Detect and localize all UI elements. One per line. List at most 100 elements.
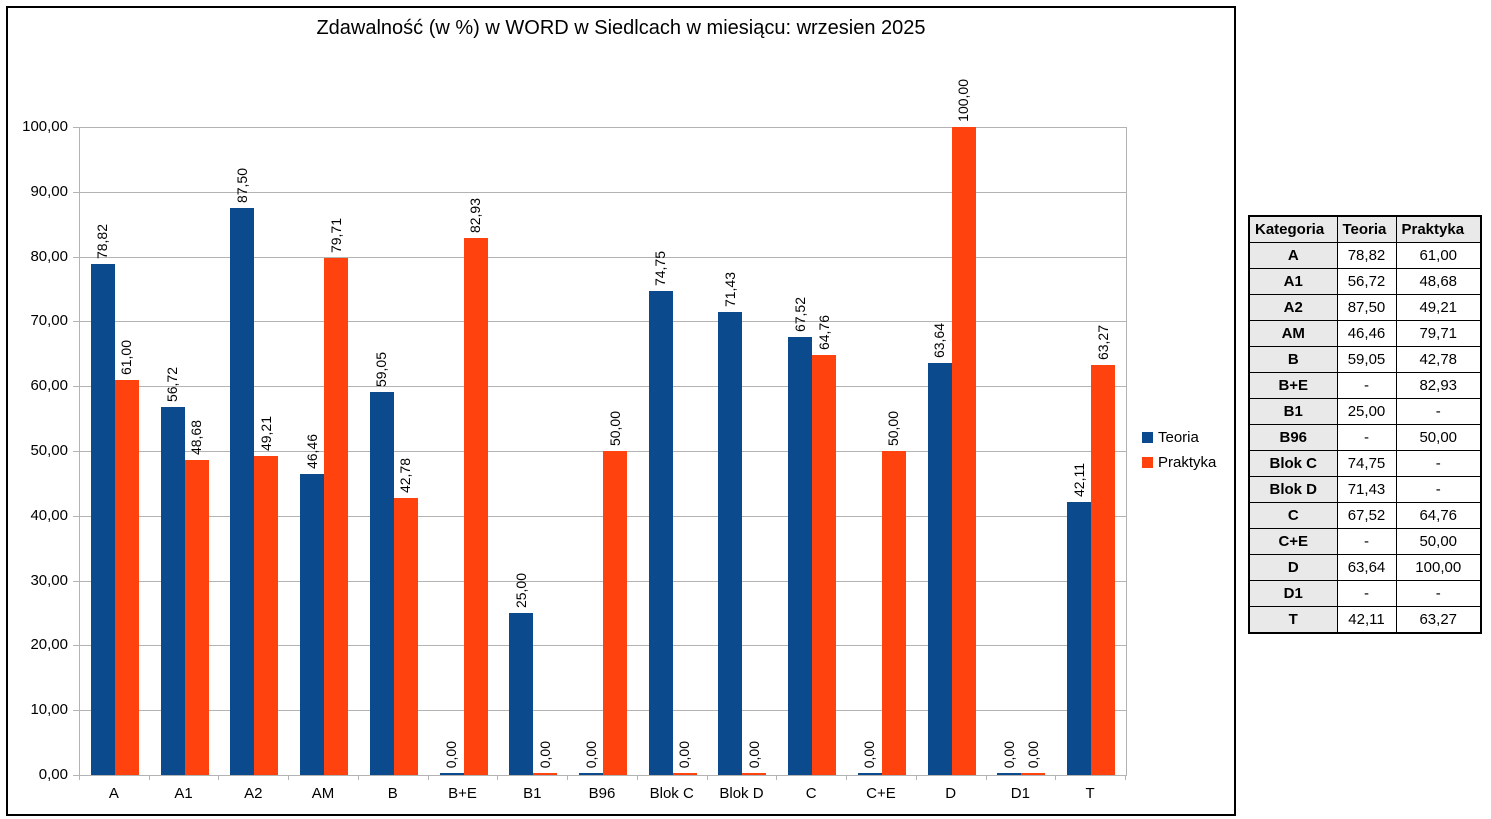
- legend-item-teoria: Teoria: [1142, 425, 1216, 450]
- table-value-cell: 79,71: [1395, 320, 1482, 347]
- table-value-cell: 61,00: [1395, 242, 1482, 269]
- table-category-cell: A1: [1248, 268, 1338, 295]
- table-value-cell: 25,00: [1336, 398, 1397, 425]
- table-value-cell: 48,68: [1395, 268, 1482, 295]
- bar-value-label: 79,71: [327, 218, 344, 254]
- bar-value-label: 48,68: [188, 419, 205, 455]
- table-category-cell: B1: [1248, 398, 1338, 425]
- x-axis-label: D: [945, 785, 957, 802]
- table-value-cell: 46,46: [1336, 320, 1397, 347]
- chart-frame: Zdawalność (w %) w WORD w Siedlcach w mi…: [6, 6, 1236, 816]
- table-row: B1 25,00-: [1248, 398, 1482, 425]
- x-axis-tick: [427, 775, 429, 780]
- legend-item-praktyka: Praktyka: [1142, 450, 1216, 475]
- legend-swatch-icon: [1142, 432, 1153, 443]
- x-axis-tick: [846, 775, 848, 780]
- bar-value-label: 74,75: [652, 250, 669, 286]
- data-table: Kategoria Teoria Praktyka A 78,82 61,00 A1 56,7…: [1248, 215, 1482, 634]
- y-axis-label: 40,00: [30, 506, 68, 524]
- bar-value-label: 0,00: [582, 740, 599, 768]
- legend-label: Teoria: [1158, 429, 1199, 446]
- table-header-cell: Kategoria: [1248, 215, 1338, 243]
- legend: Teoria Praktyka: [1142, 425, 1216, 475]
- bar-teoria-B1: [509, 613, 534, 775]
- bar-teoria-AM: [300, 473, 325, 775]
- table-row: Blok C 74,75-: [1248, 450, 1482, 477]
- y-axis-label: 0,00: [38, 766, 68, 783]
- bar-value-label: 50,00: [885, 410, 902, 446]
- x-axis-label: B+E: [448, 785, 477, 802]
- table-row: C 67,52 64,76: [1248, 502, 1482, 529]
- table-category-cell: B: [1248, 346, 1338, 373]
- table-category-cell: C+E: [1248, 528, 1338, 555]
- table-value-cell: 87,50: [1336, 294, 1397, 321]
- table-value-cell: 63,64: [1336, 554, 1397, 581]
- bar-teoria-A1: [160, 407, 185, 775]
- bar-value-label: 64,76: [815, 315, 832, 351]
- table-value-cell: 63,27: [1395, 606, 1482, 634]
- bar-praktyka-A1: [184, 459, 209, 775]
- x-axis-label: T: [1085, 785, 1095, 802]
- bar-value-label: 67,52: [791, 297, 808, 333]
- y-axis-tick: [73, 710, 79, 712]
- table-value-cell: 49,21: [1395, 294, 1482, 321]
- y-axis-tick: [73, 645, 79, 647]
- table-row: D1- -: [1248, 580, 1482, 607]
- bar-value-label: 61,00: [118, 339, 135, 375]
- x-axis-label: C: [805, 785, 817, 802]
- table-value-cell: 42,11: [1336, 606, 1397, 634]
- table-row: T 42,11 63,27: [1248, 606, 1482, 634]
- table-value-cell: 59,05: [1336, 346, 1397, 373]
- legend-label: Praktyka: [1158, 454, 1217, 471]
- gridline: [80, 321, 1126, 323]
- table-value-cell: -: [1395, 580, 1482, 607]
- table-value-cell: 42,78: [1395, 346, 1482, 373]
- bar-teoria-A: [90, 264, 115, 775]
- table-row: Blok D 71,43-: [1248, 476, 1482, 503]
- y-axis-tick: [73, 451, 79, 452]
- table-value-cell: -: [1395, 450, 1482, 477]
- table-value-cell: 78,82: [1336, 242, 1397, 269]
- bar-teoria-C: [788, 337, 813, 775]
- bar-value-label: 25,00: [512, 572, 529, 608]
- gridline: [80, 386, 1126, 388]
- table-row: A2 87,50 49,21: [1248, 294, 1482, 321]
- legend-swatch-icon: [1142, 457, 1153, 468]
- bar-praktyka-D1: [1021, 773, 1046, 775]
- x-axis-tick: [79, 775, 80, 780]
- table-header-row: Kategoria Teoria Praktyka: [1248, 215, 1482, 243]
- bar-teoria-T: [1067, 502, 1092, 775]
- x-axis-tick: [1055, 775, 1057, 780]
- table-category-cell: B+E: [1248, 372, 1338, 399]
- gridline: [80, 127, 1126, 128]
- y-axis-tick: [73, 321, 79, 323]
- x-axis-tick: [985, 775, 987, 780]
- bar-teoria-C+E: [857, 773, 882, 775]
- table-value-cell: 82,93: [1395, 372, 1482, 399]
- y-axis-label: 10,00: [30, 701, 68, 719]
- table-row: AM 46,46 79,71: [1248, 320, 1482, 347]
- table-value-cell: 100,00: [1395, 554, 1482, 581]
- table-value-cell: 67,52: [1336, 502, 1397, 529]
- gridline: [80, 191, 1126, 193]
- bar-teoria-B+E: [439, 773, 464, 775]
- x-axis-tick: [915, 775, 917, 780]
- table-value-cell: -: [1336, 528, 1397, 555]
- bar-value-label: 49,21: [257, 416, 274, 452]
- bar-praktyka-A2: [254, 456, 279, 775]
- table-category-cell: C: [1248, 502, 1338, 529]
- table-value-cell: -: [1336, 580, 1397, 607]
- y-axis-label: 20,00: [30, 636, 68, 654]
- table-row: B96-50,00: [1248, 424, 1482, 451]
- table-value-cell: 64,76: [1395, 502, 1482, 529]
- x-axis-label: B: [387, 785, 398, 802]
- bar-value-label: 100,00: [955, 79, 972, 122]
- bar-value-label: 63,27: [1094, 324, 1111, 361]
- bar-praktyka-B1: [533, 773, 558, 775]
- bar-praktyka-Blok C: [672, 773, 697, 775]
- bar-value-label: 56,72: [164, 367, 181, 403]
- x-axis-tick: [288, 775, 290, 780]
- y-axis-tick: [73, 256, 79, 258]
- bar-teoria-A2: [230, 208, 255, 775]
- y-axis-tick: [73, 127, 79, 128]
